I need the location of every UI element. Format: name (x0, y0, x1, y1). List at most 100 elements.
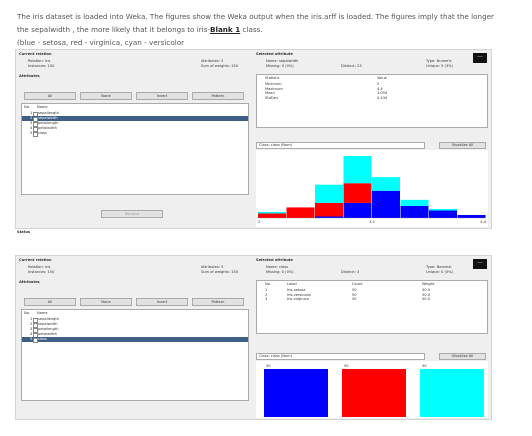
attribute-table: No. Name 1 sepallength 2 sepalwidth 3 petalleng… (21, 103, 249, 195)
menu-button[interactable]: … (473, 259, 487, 269)
checkbox (33, 131, 38, 137)
bar-segment (372, 177, 400, 191)
stat-cell: Iris-virginica (287, 297, 309, 301)
bar (420, 369, 484, 417)
column-header: No. (24, 105, 30, 109)
attr-type: Type: Nominal (426, 265, 452, 269)
section-title: Attributes (19, 280, 40, 284)
attr-type: Type: Numeric (426, 59, 452, 63)
instances: Instances: 150 (28, 64, 55, 68)
menu-button[interactable]: … (473, 53, 487, 63)
attr-distinct: Distinct: 3 (341, 270, 360, 274)
column-header: Name (37, 311, 48, 315)
attr-missing: Missing: 0 (0%) (266, 64, 294, 68)
question-line: the sepalwidth , the more likely that it… (17, 25, 263, 34)
bar-segment (343, 156, 372, 184)
stat-cell: Iris-versicolor (287, 292, 312, 297)
attribute-row[interactable]: 1 sepallength (22, 317, 248, 323)
attr-distinct: Distinct: 23 (341, 64, 362, 68)
button[interactable]: All (24, 92, 76, 100)
checkbox (33, 337, 38, 343)
attr-unique: Unique: 0 (0%) (426, 270, 453, 274)
button[interactable]: All (24, 298, 76, 306)
sum-weights: Sum of weights: 150 (201, 270, 239, 274)
column-header: No. (24, 311, 30, 315)
question-line: (blue - setosa, red - virginica, cyan - … (17, 38, 185, 47)
attribute-row[interactable]: 3 petallength (22, 327, 248, 333)
class-select[interactable]: Class: class (Nom) (256, 142, 425, 149)
bar-segment (400, 199, 429, 206)
stat-cell: 50 (352, 297, 357, 301)
button[interactable]: Pattern (192, 298, 244, 306)
row-number: 4 (30, 332, 33, 336)
row-number: 2 (30, 116, 33, 120)
histogram: 2 3.2 4.4 (256, 150, 488, 227)
stat-cell: Minimum (265, 82, 282, 86)
checkbox (33, 327, 38, 333)
checkbox (33, 322, 38, 328)
attribute-name: sepallength (38, 317, 60, 321)
row-number: 1 (30, 111, 33, 115)
checkbox (33, 116, 38, 122)
button[interactable]: Pattern (192, 92, 244, 100)
stat-cell: 50.0 (422, 297, 431, 301)
attr-name: Name: class (266, 265, 288, 269)
column-header: No. (265, 282, 271, 286)
attributes-count: Attributes: 5 (201, 265, 224, 269)
attr-name: Name: sepalwidth (266, 59, 299, 63)
attribute-row[interactable]: 4 petalwidth (22, 126, 248, 132)
attribute-row[interactable]: 5 class (22, 337, 248, 343)
row-number: 4 (30, 126, 33, 130)
checkbox (33, 121, 38, 127)
bar-segment (457, 214, 486, 218)
bar-segment (372, 190, 400, 218)
stat-cell: 2 (265, 292, 268, 297)
visualize-button[interactable]: Visualize All (439, 353, 486, 360)
button[interactable]: Remove (101, 210, 163, 218)
button[interactable]: Invert (136, 92, 188, 100)
question-text: class. (240, 25, 263, 34)
stat-cell: Iris-setosa (287, 288, 306, 292)
class-select[interactable]: Class: class (Nom) (256, 353, 425, 360)
bar-segment (343, 202, 372, 218)
visualize-button[interactable]: Visualize All (439, 142, 486, 149)
column-header: Statistic (265, 76, 280, 80)
bar-label: 50 (344, 364, 349, 368)
stat-cell: 50.0 (422, 288, 431, 292)
weka-screen: Current relation Relation: iris Instances:… (15, 49, 492, 234)
stat-cell: 3 (265, 297, 268, 301)
question-line: The iris dataset is loaded into Weka. Th… (17, 12, 495, 21)
bar-segment (400, 205, 429, 218)
attribute-name: petallength (38, 327, 59, 331)
section-title: Selected attribute (256, 258, 293, 262)
bar-label: 50 (422, 364, 427, 368)
relation: Relation: iris (28, 265, 51, 269)
x-axis-label: 2 (258, 220, 260, 224)
sum-weights: Sum of weights: 150 (201, 64, 239, 68)
attribute-row[interactable]: 2 sepalwidth (22, 322, 248, 328)
column-header: Label (287, 282, 297, 286)
attribute-name: petallength (38, 121, 59, 125)
relation: Relation: iris (28, 59, 51, 63)
attribute-row[interactable]: 2 sepalwidth (22, 116, 248, 122)
checkbox (33, 317, 38, 323)
row-number: 5 (30, 337, 33, 341)
instances: Instances: 150 (28, 270, 55, 274)
attribute-row[interactable]: 3 petallength (22, 121, 248, 127)
stats-table: Statistic Value Minimum 2 Maximum 4.4 Mean 3.05… (256, 74, 488, 128)
attribute-row[interactable]: 5 class (22, 131, 248, 137)
column-header: Count (352, 282, 363, 286)
button[interactable]: None (80, 298, 132, 306)
question-text: the sepalwidth , the more likely that it… (17, 25, 211, 34)
row-number: 1 (30, 317, 33, 321)
blank[interactable]: Blank 1 (210, 25, 241, 34)
bar-label: 50 (266, 364, 271, 368)
attributes-count: Attributes: 5 (201, 59, 224, 63)
bar-segment (343, 183, 372, 203)
column-header: Value (377, 76, 387, 80)
stat-cell: 50.0 (422, 292, 431, 297)
button[interactable]: None (80, 92, 132, 100)
button[interactable]: Invert (136, 298, 188, 306)
bar-segment (429, 210, 457, 218)
row-number: 5 (30, 131, 33, 135)
